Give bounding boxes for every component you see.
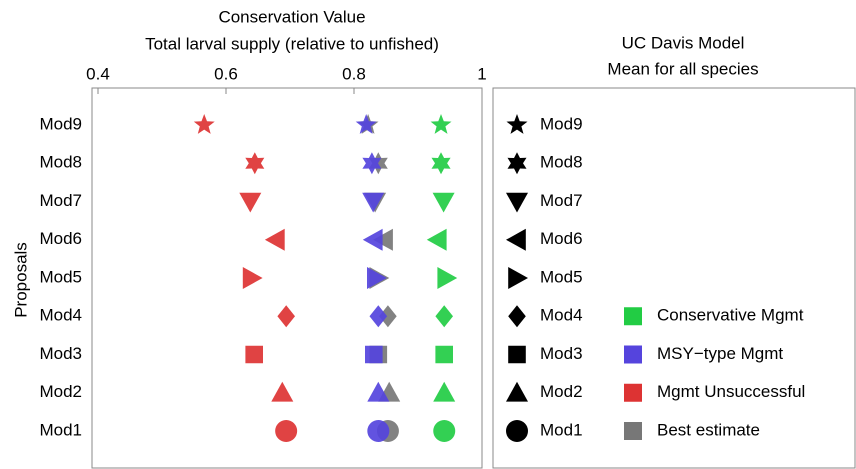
point xyxy=(373,228,393,251)
point xyxy=(432,192,455,213)
point xyxy=(369,305,388,328)
point xyxy=(365,345,383,364)
y-tick-label: Mod6 xyxy=(39,229,82,248)
legend-frame xyxy=(492,87,856,469)
point xyxy=(367,420,390,443)
y-tick-label: Mod2 xyxy=(39,382,82,401)
point xyxy=(193,114,215,134)
legend-label: Mod3 xyxy=(540,344,583,363)
legend-swatch xyxy=(624,383,642,402)
legend-swatch xyxy=(624,345,642,364)
y-tick-label: Mod1 xyxy=(39,420,82,439)
point xyxy=(245,152,265,175)
point xyxy=(362,152,382,175)
legend-marker xyxy=(508,267,528,289)
y-tick-label: Mod8 xyxy=(39,153,82,172)
point xyxy=(433,381,456,402)
legend-label: Mod1 xyxy=(540,420,583,439)
legend-subtitle: Mean for all species xyxy=(607,59,758,78)
x-tick-label: 0.6 xyxy=(214,64,238,83)
y-axis-label: Proposals xyxy=(11,242,30,318)
y-tick-label: Mod4 xyxy=(39,306,82,325)
legend-label: Mod4 xyxy=(540,306,583,325)
point xyxy=(362,228,383,251)
point xyxy=(430,114,452,134)
legend-swatch xyxy=(624,307,642,326)
point xyxy=(435,305,453,328)
legend-marker xyxy=(506,381,528,402)
x-tick-label: 0.4 xyxy=(86,64,110,83)
legend-marker xyxy=(508,345,526,364)
y-tick-label: Mod9 xyxy=(39,114,82,133)
point xyxy=(271,381,294,402)
point xyxy=(277,305,295,328)
point xyxy=(435,345,453,364)
legend-swatch xyxy=(624,422,642,440)
point xyxy=(264,228,285,251)
y-tick-label: Mod7 xyxy=(39,191,82,210)
point xyxy=(362,192,385,213)
legend-title: UC Davis Model xyxy=(622,33,745,52)
legend-marker xyxy=(506,114,528,134)
legend-label: Mod8 xyxy=(540,153,583,172)
point xyxy=(367,267,387,289)
point xyxy=(433,420,456,443)
legend-label: MSY−type Mgmt xyxy=(657,344,783,363)
y-tick-label: Mod3 xyxy=(39,344,82,363)
point xyxy=(367,381,390,402)
legend-label: Best estimate xyxy=(657,420,760,439)
y-tick-label: Mod5 xyxy=(39,267,82,286)
legend-label: Mod6 xyxy=(540,229,583,248)
point xyxy=(242,267,263,289)
legend-marker xyxy=(507,152,527,175)
x-tick-label: 0.8 xyxy=(342,64,366,83)
legend-label: Mod7 xyxy=(540,191,583,210)
point xyxy=(431,152,451,175)
chart-subtitle: Total larval supply (relative to unfishe… xyxy=(145,34,439,53)
point xyxy=(379,305,397,328)
chart-title: Conservation Value xyxy=(218,7,365,26)
legend-label: Conservative Mgmt xyxy=(657,306,804,325)
point xyxy=(275,420,298,443)
legend-label: Mgmt Unsuccessful xyxy=(657,382,805,401)
point xyxy=(245,345,263,364)
legend-marker xyxy=(508,305,526,328)
legend-label: Mod9 xyxy=(540,114,583,133)
legend-marker xyxy=(506,228,526,251)
legend-marker xyxy=(506,192,528,213)
legend-label: Mod2 xyxy=(540,382,583,401)
plot-frame xyxy=(91,87,483,469)
point xyxy=(355,114,377,134)
x-tick-label: 1 xyxy=(477,64,486,83)
point xyxy=(368,152,388,175)
point xyxy=(437,267,458,289)
legend-marker xyxy=(506,420,528,442)
legend-label: Mod5 xyxy=(540,267,583,286)
point xyxy=(426,228,447,251)
point xyxy=(239,192,262,213)
